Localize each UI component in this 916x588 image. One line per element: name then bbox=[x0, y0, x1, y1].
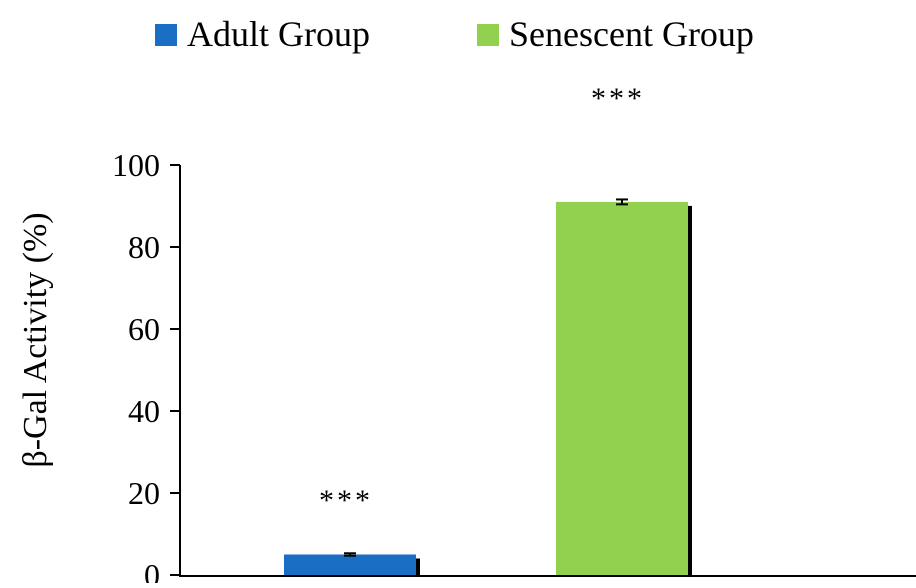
bar-adult bbox=[284, 554, 416, 575]
y-tick-label: 60 bbox=[128, 311, 160, 347]
bar-senescent bbox=[556, 201, 688, 575]
axes bbox=[179, 165, 916, 577]
legend-swatch-senescent bbox=[477, 24, 499, 46]
y-tick-label: 20 bbox=[128, 475, 160, 511]
significance-label-adult: *** bbox=[319, 484, 373, 517]
y-axis-label: β-Gal Activity (%) bbox=[17, 212, 54, 467]
legend-label-senescent: Senescent Group bbox=[509, 14, 754, 54]
bars: *** *** bbox=[284, 82, 692, 576]
legend-label-adult: Adult Group bbox=[187, 14, 370, 54]
significance-label-senescent: *** bbox=[591, 82, 645, 115]
y-tick-label: 80 bbox=[128, 229, 160, 265]
y-axis-ticks: 0 20 40 60 80 100 bbox=[112, 147, 180, 588]
y-tick-label: 100 bbox=[112, 147, 160, 183]
y-tick-label: 40 bbox=[128, 393, 160, 429]
legend: Adult Group Senescent Group bbox=[155, 14, 754, 54]
y-tick-label: 0 bbox=[144, 557, 160, 583]
legend-swatch-adult bbox=[155, 24, 177, 46]
